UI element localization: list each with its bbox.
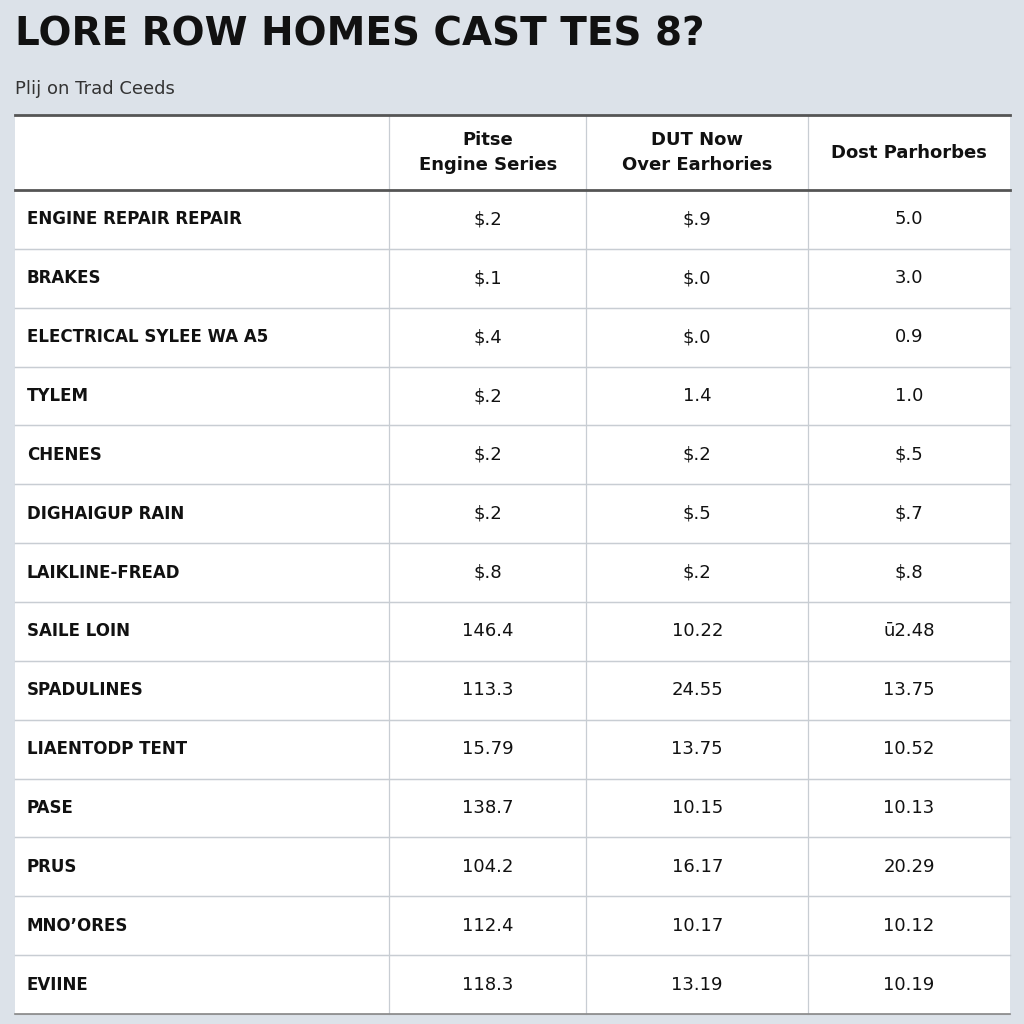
Text: 13.75: 13.75 bbox=[672, 740, 723, 758]
Text: Dost Parhorbes: Dost Parhorbes bbox=[831, 143, 987, 162]
Text: BRAKES: BRAKES bbox=[27, 269, 101, 288]
Text: PRUS: PRUS bbox=[27, 858, 78, 876]
Text: $.0: $.0 bbox=[683, 269, 712, 288]
Text: $.8: $.8 bbox=[473, 563, 502, 582]
Text: $.2: $.2 bbox=[683, 445, 712, 464]
Text: LIAENTODP TENT: LIAENTODP TENT bbox=[27, 740, 187, 758]
Text: $.2: $.2 bbox=[473, 445, 502, 464]
Text: 10.12: 10.12 bbox=[884, 916, 935, 935]
Text: $.8: $.8 bbox=[895, 563, 924, 582]
Text: LORE ROW HOMES CAST TES 8?: LORE ROW HOMES CAST TES 8? bbox=[15, 15, 705, 53]
Text: 1.0: 1.0 bbox=[895, 387, 924, 406]
Text: 10.52: 10.52 bbox=[884, 740, 935, 758]
Text: PASE: PASE bbox=[27, 799, 74, 817]
Text: Pitse
Engine Series: Pitse Engine Series bbox=[419, 131, 557, 174]
Text: 24.55: 24.55 bbox=[672, 681, 723, 699]
Text: ū2.48: ū2.48 bbox=[884, 623, 935, 640]
Text: $.1: $.1 bbox=[473, 269, 502, 288]
Text: $.0: $.0 bbox=[683, 328, 712, 346]
Text: 3.0: 3.0 bbox=[895, 269, 924, 288]
Text: DIGHAIGUP RAIN: DIGHAIGUP RAIN bbox=[27, 505, 184, 522]
Text: 146.4: 146.4 bbox=[462, 623, 514, 640]
Text: 13.19: 13.19 bbox=[672, 976, 723, 993]
Text: 15.79: 15.79 bbox=[462, 740, 514, 758]
Text: 10.19: 10.19 bbox=[884, 976, 935, 993]
Text: $.4: $.4 bbox=[473, 328, 502, 346]
Text: 104.2: 104.2 bbox=[462, 858, 514, 876]
Text: DUT Now
Over Earhories: DUT Now Over Earhories bbox=[622, 131, 772, 174]
Text: $.2: $.2 bbox=[473, 505, 502, 522]
Text: 16.17: 16.17 bbox=[672, 858, 723, 876]
Text: 1.4: 1.4 bbox=[683, 387, 712, 406]
Text: 118.3: 118.3 bbox=[462, 976, 514, 993]
Text: 10.17: 10.17 bbox=[672, 916, 723, 935]
Text: MNOʼORES: MNOʼORES bbox=[27, 916, 128, 935]
Text: TYLEM: TYLEM bbox=[27, 387, 89, 406]
Text: 10.22: 10.22 bbox=[672, 623, 723, 640]
Bar bbox=[0, 0, 1024, 115]
Text: EVIINE: EVIINE bbox=[27, 976, 89, 993]
Text: 13.75: 13.75 bbox=[884, 681, 935, 699]
Text: 10.13: 10.13 bbox=[884, 799, 935, 817]
Text: $.2: $.2 bbox=[473, 210, 502, 228]
Text: $.2: $.2 bbox=[683, 563, 712, 582]
Text: $.5: $.5 bbox=[683, 505, 712, 522]
Text: 5.0: 5.0 bbox=[895, 210, 924, 228]
Text: $.7: $.7 bbox=[895, 505, 924, 522]
Text: 0.9: 0.9 bbox=[895, 328, 924, 346]
Text: 10.15: 10.15 bbox=[672, 799, 723, 817]
Text: Plij on Trad Ceeds: Plij on Trad Ceeds bbox=[15, 80, 175, 98]
Text: 112.4: 112.4 bbox=[462, 916, 514, 935]
Text: LAIKLINE-FREAD: LAIKLINE-FREAD bbox=[27, 563, 180, 582]
Text: 138.7: 138.7 bbox=[462, 799, 514, 817]
Bar bbox=[15, 115, 1010, 1014]
Text: SAILE LOIN: SAILE LOIN bbox=[27, 623, 130, 640]
Text: 113.3: 113.3 bbox=[462, 681, 514, 699]
Text: CHENES: CHENES bbox=[27, 445, 101, 464]
Text: 20.29: 20.29 bbox=[884, 858, 935, 876]
Text: ENGINE REPAIR REPAIR: ENGINE REPAIR REPAIR bbox=[27, 210, 242, 228]
Text: $.9: $.9 bbox=[683, 210, 712, 228]
Text: $.2: $.2 bbox=[473, 387, 502, 406]
Text: ELECTRICAL SYLEE WA A5: ELECTRICAL SYLEE WA A5 bbox=[27, 328, 268, 346]
Text: SPADULINES: SPADULINES bbox=[27, 681, 143, 699]
Text: $.5: $.5 bbox=[895, 445, 924, 464]
